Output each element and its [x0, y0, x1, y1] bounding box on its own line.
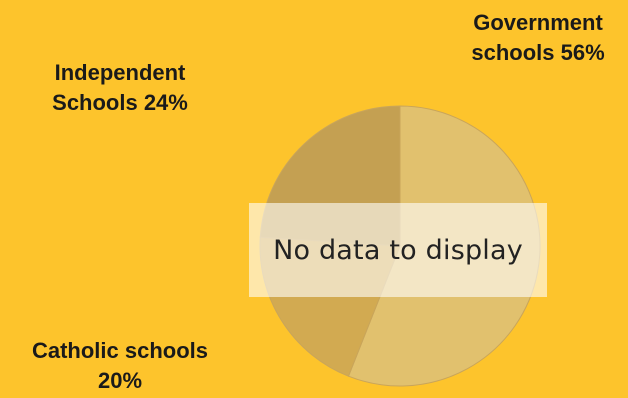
label-line: Catholic schools: [31, 338, 209, 363]
label-independent-schools: Independent Schools 24%: [20, 58, 220, 118]
no-data-overlay: No data to display: [249, 203, 547, 297]
label-government-schools: Government schools 56%: [448, 8, 628, 68]
label-line: Independent: [54, 60, 186, 85]
label-line: Schools 24%: [52, 90, 188, 115]
label-line: Government: [473, 10, 603, 35]
label-line: schools 56%: [471, 40, 605, 65]
no-data-message: No data to display: [273, 234, 523, 266]
label-line: 20%: [97, 368, 143, 393]
label-catholic-schools: Catholic schools 20%: [0, 336, 240, 396]
